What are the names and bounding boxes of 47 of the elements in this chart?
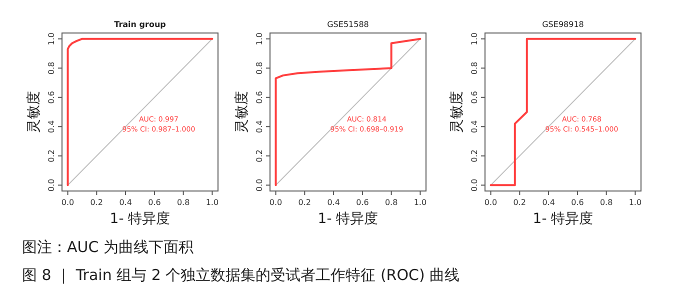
x-axis-title: 1- 特异度	[318, 211, 378, 227]
y-tick-label: 0.4	[470, 120, 479, 133]
x-tick-label: 0.2	[90, 198, 104, 207]
x-tick-label: 0.6	[571, 198, 584, 207]
x-axis-title: 1- 特异度	[532, 211, 594, 227]
y-axis-title: 灵敏度	[449, 91, 465, 133]
caption: 图 8 ｜ Train 组与 2 个独立数据集的受试者工作特征 (ROC) 曲线	[22, 266, 460, 284]
y-tick-label: 0.2	[470, 150, 479, 162]
y-tick-label: 0.0	[255, 178, 264, 192]
y-tick-label: 0.0	[470, 178, 479, 192]
y-axis-title: 灵敏度	[26, 91, 42, 133]
y-tick-label: 1.0	[255, 32, 264, 46]
x-tick-label: 0.6	[356, 198, 369, 207]
y-tick-label: 1.0	[47, 32, 56, 46]
y-tick-label: 0.2	[47, 150, 56, 162]
y-tick-label: 0.6	[47, 91, 56, 104]
x-tick-label: 0.4	[327, 198, 340, 207]
y-tick-label: 0.4	[47, 120, 56, 133]
x-tick-label: 0.8	[600, 198, 613, 207]
y-axis-title: 灵敏度	[234, 91, 250, 133]
text: 图注：AUC 为曲线下面积	[22, 238, 194, 256]
x-tick-label: 0.2	[298, 198, 312, 207]
y-tick-label: 0.6	[470, 91, 479, 104]
x-tick-label: 0.0	[484, 198, 498, 207]
x-tick-label: 0.0	[269, 198, 282, 207]
y-tick-label: 0.0	[47, 178, 56, 192]
y-tick-label: 0.4	[255, 120, 264, 133]
y-tick-label: 0.2	[255, 150, 264, 162]
x-tick-label: 0.6	[148, 198, 161, 207]
x-axis-title: 1- 特异度	[110, 211, 170, 227]
y-tick-label: 0.6	[255, 91, 264, 104]
chart-title: GSE51588	[327, 20, 369, 29]
chart-title: GSE98918	[542, 20, 584, 29]
x-tick-label: 0.4	[119, 198, 132, 207]
y-tick-label: 0.8	[47, 62, 56, 74]
x-tick-label: 0.4	[542, 198, 555, 207]
x-tick-label: 0.8	[384, 198, 398, 207]
y-tick-label: 0.8	[255, 62, 264, 74]
chart-title: Train group	[114, 20, 166, 29]
y-tick-label: 1.0	[470, 32, 479, 46]
x-tick-label: 0.0	[61, 198, 74, 207]
x-tick-label: 1.0	[206, 198, 219, 207]
x-tick-label: 1.0	[414, 198, 427, 207]
x-tick-label: 1.0	[628, 198, 642, 207]
y-tick-label: 0.8	[470, 62, 479, 74]
x-tick-label: 0.2	[513, 198, 526, 207]
x-tick-label: 0.8	[176, 198, 190, 207]
